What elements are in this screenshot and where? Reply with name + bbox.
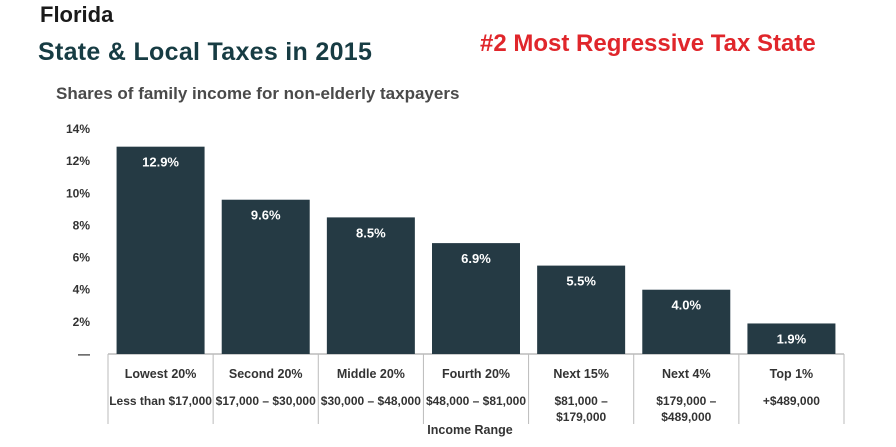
page-title: State & Local Taxes in 2015 [38,38,373,66]
rank-heading: #2 Most Regressive Tax State [480,30,816,57]
chart-title: Shares of family income for non-elderly … [56,84,460,103]
income-range-label: $30,000 – $48,000 [321,394,421,408]
y-tick-label: — [78,347,90,361]
bar [642,289,731,354]
category-label: Next 4% [662,367,711,381]
bar [326,217,415,354]
income-range-label: $81,000 – [554,394,608,408]
state-name: Florida [40,2,114,27]
bar-layer [116,146,836,354]
bar [432,243,520,354]
data-label: 6.9% [461,251,491,266]
data-label: 1.9% [777,331,807,346]
y-tick-label: 4% [73,283,91,297]
category-label: Top 1% [770,367,814,381]
y-tick-label: 6% [73,251,91,265]
y-tick-label: 2% [73,315,91,329]
income-range-label: $179,000 [556,410,606,424]
y-tick-label: 10% [66,186,90,200]
bar [537,265,626,354]
data-label: 4.0% [671,298,701,313]
data-label: 5.5% [566,274,596,289]
category-label: Fourth 20% [442,367,510,381]
y-tick-label: 8% [73,218,91,232]
bar [221,199,310,354]
y-tick-label: 12% [66,154,90,168]
data-label: 12.9% [142,155,179,170]
income-range-label: $489,000 [661,410,711,424]
income-range-label: $17,000 – $30,000 [216,394,316,408]
income-range-label: Less than $17,000 [109,394,212,408]
y-tick-label: 14% [66,122,90,136]
data-label: 9.6% [251,208,281,223]
bar [747,323,836,354]
bar [116,146,205,354]
income-range-label: +$489,000 [763,394,820,408]
category-label: Lowest 20% [125,367,197,381]
income-range-label: $179,000 – [656,394,716,408]
data-label: 8.5% [356,225,386,240]
label-layer: 12.9% Lowest 20% Less than $17,000 9.6% Seco… [109,155,820,424]
category-label: Middle 20% [337,367,405,381]
category-label: Second 20% [229,367,303,381]
category-label: Next 15% [553,367,609,381]
income-range-label: $48,000 – $81,000 [426,394,526,408]
x-axis-title: Income Range [427,423,512,437]
